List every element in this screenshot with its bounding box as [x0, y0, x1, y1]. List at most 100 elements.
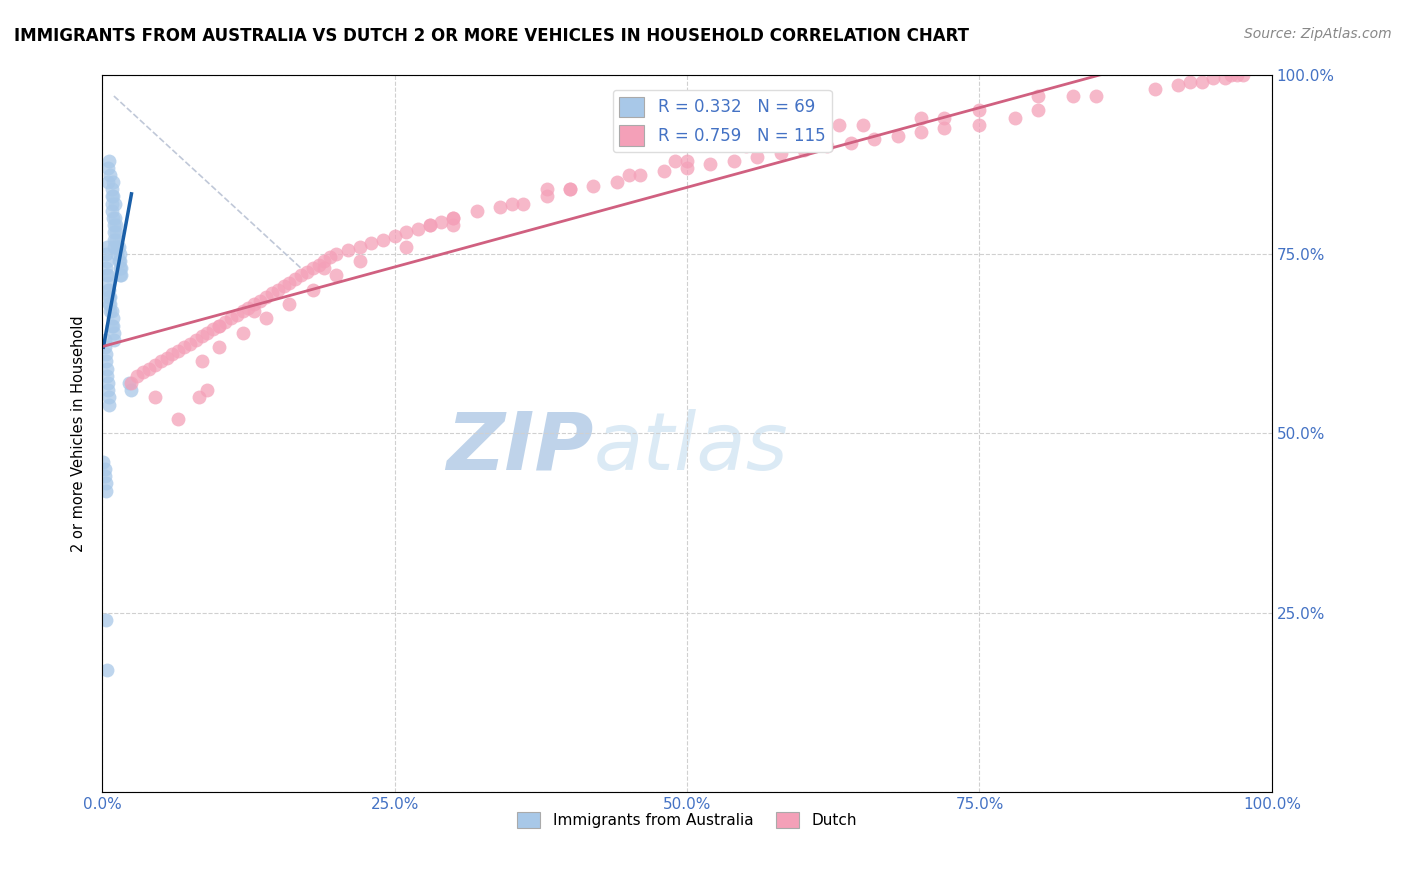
Point — [103, 233, 125, 247]
Point — [100, 189, 122, 203]
Point — [190, 329, 212, 343]
Point — [100, 304, 122, 318]
Point — [419, 218, 441, 232]
Point — [107, 247, 129, 261]
Point — [314, 261, 336, 276]
Point — [208, 340, 231, 354]
Point — [104, 196, 127, 211]
Point — [100, 203, 122, 218]
Point — [232, 326, 254, 340]
Point — [202, 322, 225, 336]
Point — [582, 178, 605, 193]
Point — [94, 476, 117, 491]
Point — [101, 311, 124, 326]
Point — [208, 318, 231, 333]
Point — [97, 276, 120, 290]
Point — [97, 376, 120, 390]
Point — [98, 398, 121, 412]
Point — [101, 189, 124, 203]
Point — [96, 663, 118, 677]
Point — [676, 161, 699, 175]
Point — [419, 218, 441, 232]
Point — [208, 318, 231, 333]
Point — [325, 247, 347, 261]
Point — [1085, 89, 1108, 103]
Point — [828, 118, 851, 132]
Point — [98, 290, 121, 304]
Point — [1143, 82, 1166, 96]
Point — [120, 376, 142, 390]
Point — [441, 218, 464, 232]
Point — [336, 244, 359, 258]
Point — [284, 272, 307, 286]
Point — [93, 340, 115, 354]
Y-axis label: 2 or more Vehicles in Household: 2 or more Vehicles in Household — [72, 315, 86, 551]
Point — [96, 268, 118, 283]
Point — [934, 111, 956, 125]
Point — [100, 290, 122, 304]
Point — [652, 164, 675, 178]
Point — [149, 354, 172, 368]
Point — [105, 233, 128, 247]
Point — [167, 412, 190, 426]
Legend: Immigrants from Australia, Dutch: Immigrants from Australia, Dutch — [512, 806, 863, 835]
Point — [441, 211, 464, 225]
Point — [260, 286, 283, 301]
Point — [273, 279, 295, 293]
Point — [934, 121, 956, 136]
Point — [110, 261, 132, 276]
Point — [1191, 75, 1213, 89]
Point — [96, 240, 118, 254]
Point — [94, 247, 117, 261]
Point — [107, 240, 129, 254]
Point — [699, 157, 721, 171]
Point — [290, 268, 312, 283]
Point — [108, 247, 131, 261]
Point — [100, 182, 122, 196]
Point — [384, 229, 406, 244]
Point — [243, 297, 266, 311]
Point — [98, 283, 121, 297]
Point — [815, 139, 838, 153]
Point — [162, 347, 184, 361]
Point — [96, 368, 118, 383]
Point — [628, 168, 651, 182]
Point — [214, 315, 236, 329]
Point — [98, 390, 121, 404]
Point — [167, 343, 190, 358]
Point — [94, 483, 117, 498]
Point — [107, 240, 129, 254]
Point — [910, 111, 932, 125]
Point — [98, 153, 121, 168]
Point — [238, 301, 260, 315]
Point — [100, 196, 122, 211]
Point — [219, 311, 242, 326]
Point — [101, 175, 124, 189]
Point — [103, 333, 125, 347]
Point — [793, 143, 815, 157]
Point — [190, 354, 212, 368]
Point — [107, 254, 129, 268]
Point — [910, 125, 932, 139]
Point — [430, 214, 453, 228]
Point — [839, 136, 862, 150]
Point — [96, 254, 118, 268]
Point — [103, 240, 125, 254]
Text: atlas: atlas — [593, 409, 789, 487]
Point — [734, 132, 756, 146]
Point — [769, 146, 792, 161]
Point — [97, 175, 120, 189]
Point — [395, 225, 418, 239]
Point — [1167, 78, 1189, 93]
Point — [325, 268, 347, 283]
Point — [93, 333, 115, 347]
Point — [93, 469, 115, 483]
Point — [734, 139, 756, 153]
Point — [120, 383, 142, 397]
Point — [1213, 71, 1236, 86]
Point — [108, 254, 131, 268]
Point — [93, 455, 115, 469]
Point — [179, 336, 201, 351]
Point — [886, 128, 908, 143]
Point — [969, 118, 991, 132]
